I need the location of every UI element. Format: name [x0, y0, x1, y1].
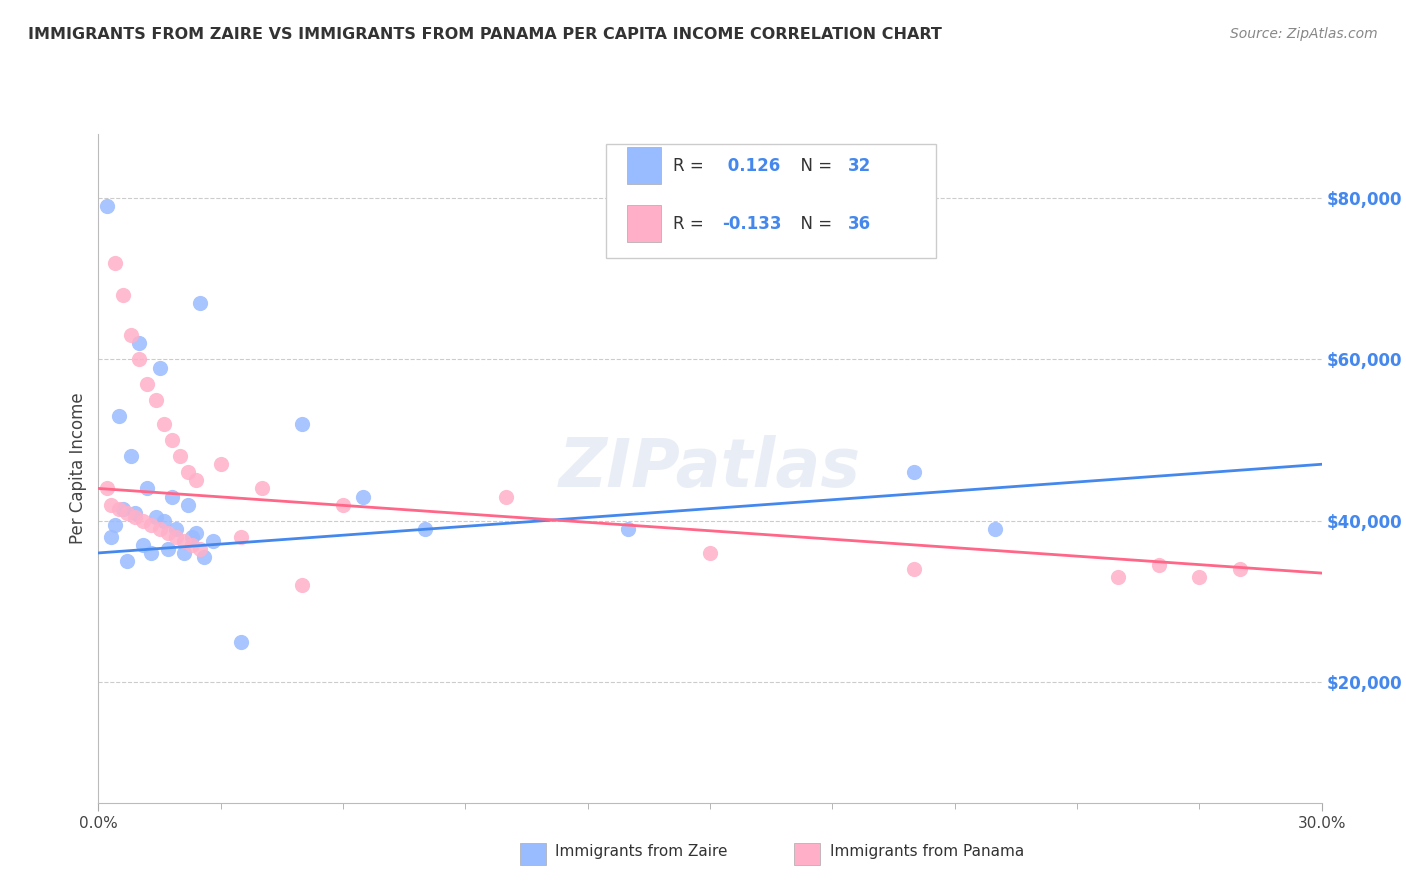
- Text: 0.126: 0.126: [723, 157, 780, 175]
- Point: [188, 296, 212, 310]
- Point: [132, 538, 155, 552]
- Point: [141, 546, 163, 560]
- Point: [108, 409, 131, 423]
- Point: [173, 533, 195, 548]
- Text: 36: 36: [848, 215, 872, 233]
- Point: [209, 457, 232, 471]
- Text: N =: N =: [790, 215, 837, 233]
- Point: [156, 541, 179, 556]
- Point: [149, 360, 172, 375]
- Point: [152, 514, 174, 528]
- Text: Immigrants from Panama: Immigrants from Panama: [830, 845, 1024, 859]
- Point: [173, 546, 195, 560]
- Text: Immigrants from Zaire: Immigrants from Zaire: [555, 845, 728, 859]
- Text: Source: ZipAtlas.com: Source: ZipAtlas.com: [1230, 27, 1378, 41]
- Point: [186, 525, 208, 540]
- Point: [413, 522, 436, 536]
- Point: [96, 199, 118, 213]
- Point: [699, 546, 721, 560]
- Point: [160, 433, 183, 447]
- Point: [111, 501, 134, 516]
- Point: [108, 501, 131, 516]
- Point: [291, 578, 314, 592]
- Point: [111, 288, 134, 302]
- Y-axis label: Per Capita Income: Per Capita Income: [69, 392, 87, 544]
- FancyBboxPatch shape: [606, 144, 936, 258]
- Text: R =: R =: [673, 157, 710, 175]
- Point: [231, 634, 253, 648]
- Point: [124, 506, 146, 520]
- Point: [332, 498, 354, 512]
- Point: [984, 522, 1007, 536]
- Text: ZIPatlas: ZIPatlas: [560, 435, 860, 501]
- Point: [1107, 570, 1129, 584]
- FancyBboxPatch shape: [627, 147, 661, 184]
- Point: [96, 482, 118, 496]
- Point: [1229, 562, 1251, 576]
- Text: R =: R =: [673, 215, 710, 233]
- Point: [1188, 570, 1211, 584]
- Point: [352, 490, 374, 504]
- FancyBboxPatch shape: [627, 205, 661, 243]
- Text: 32: 32: [848, 157, 872, 175]
- Point: [120, 449, 142, 463]
- Point: [152, 417, 174, 431]
- Point: [177, 466, 200, 480]
- Point: [136, 376, 159, 391]
- Point: [903, 562, 925, 576]
- Point: [250, 482, 273, 496]
- Point: [495, 490, 517, 504]
- Point: [169, 449, 191, 463]
- Point: [165, 530, 187, 544]
- Point: [188, 541, 212, 556]
- Point: [100, 498, 122, 512]
- Point: [104, 256, 127, 270]
- Point: [145, 392, 167, 407]
- Point: [145, 509, 167, 524]
- Point: [181, 538, 204, 552]
- Point: [115, 554, 138, 568]
- Point: [617, 522, 640, 536]
- Text: -0.133: -0.133: [723, 215, 782, 233]
- Text: IMMIGRANTS FROM ZAIRE VS IMMIGRANTS FROM PANAMA PER CAPITA INCOME CORRELATION CH: IMMIGRANTS FROM ZAIRE VS IMMIGRANTS FROM…: [28, 27, 942, 42]
- Point: [201, 533, 224, 548]
- Point: [124, 509, 146, 524]
- Point: [165, 522, 187, 536]
- Point: [141, 517, 163, 532]
- Point: [136, 482, 159, 496]
- Point: [1147, 558, 1170, 572]
- Point: [160, 490, 183, 504]
- Point: [115, 506, 138, 520]
- Point: [100, 530, 122, 544]
- Point: [177, 498, 200, 512]
- Point: [186, 474, 208, 488]
- Point: [149, 522, 172, 536]
- Point: [903, 466, 925, 480]
- Point: [231, 530, 253, 544]
- Point: [132, 514, 155, 528]
- Point: [181, 530, 204, 544]
- Point: [128, 352, 150, 367]
- Point: [156, 525, 179, 540]
- Point: [128, 336, 150, 351]
- Point: [291, 417, 314, 431]
- Point: [193, 549, 215, 564]
- Point: [120, 328, 142, 343]
- Text: N =: N =: [790, 157, 837, 175]
- Point: [104, 517, 127, 532]
